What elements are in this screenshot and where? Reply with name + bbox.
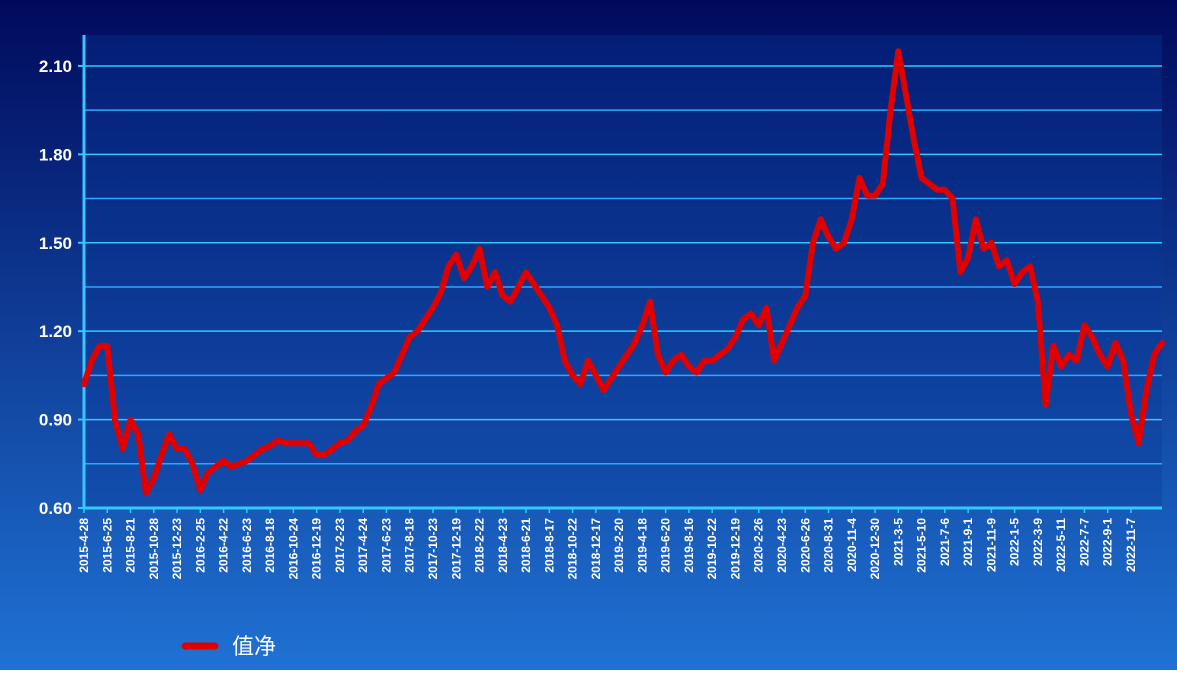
x-tick-label: 2016-8-18: [263, 518, 277, 573]
x-tick-label: 2017-6-23: [379, 518, 393, 573]
x-tick-label: 2018-4-23: [496, 518, 510, 573]
y-tick-label: 1.50: [39, 234, 72, 253]
x-tick-label: 2021-5-10: [915, 518, 929, 573]
x-tick-label: 2016-4-22: [217, 518, 231, 573]
y-tick-label: 0.60: [39, 499, 72, 518]
x-tick-label: 2019-10-22: [705, 518, 719, 580]
x-tick-label: 2022-9-1: [1101, 518, 1115, 566]
x-tick-label: 2019-2-20: [612, 518, 626, 573]
x-tick-label: 2015-12-23: [170, 518, 184, 580]
x-tick-label: 2016-10-24: [286, 518, 300, 580]
series-line: [81, 48, 1165, 497]
y-tick-label: 1.20: [39, 322, 72, 341]
y-tick-label: 0.90: [39, 411, 72, 430]
x-tick-label: 2015-4-28: [77, 518, 91, 573]
y-tick-label: 1.80: [39, 145, 72, 164]
x-tick-label: 2018-12-17: [589, 518, 603, 580]
x-tick-label: 2020-2-26: [752, 518, 766, 573]
x-tick-label: 2017-12-19: [449, 518, 463, 580]
x-tick-label: 2020-11-4: [845, 518, 859, 572]
x-tick-label: 2018-10-22: [566, 518, 580, 580]
x-tick-label: 2018-6-21: [519, 518, 533, 573]
x-tick-label: 2021-9-1: [961, 518, 975, 566]
x-tick-label: 2016-6-23: [240, 518, 254, 573]
x-tick-label: 2021-3-5: [891, 518, 905, 566]
x-tick-label: 2020-4-23: [775, 518, 789, 573]
x-tick-label: 2021-7-6: [938, 518, 952, 566]
x-tick-label: 2020-8-31: [822, 518, 836, 573]
x-tick-label: 2021-11-9: [984, 518, 998, 572]
plot-area: [84, 35, 1162, 508]
x-tick-label: 2018-2-22: [473, 518, 487, 573]
x-tick-label: 2019-12-19: [728, 518, 742, 580]
x-tick-label: 2018-8-17: [542, 518, 556, 573]
x-tick-label: 2022-7-7: [1077, 518, 1091, 566]
x-tick-label: 2020-12-30: [868, 518, 882, 580]
x-tick-label: 2017-10-23: [426, 518, 440, 580]
x-tick-label: 2016-2-25: [193, 518, 207, 573]
x-tick-label: 2022-1-5: [1008, 518, 1022, 566]
x-tick-label: 2019-6-20: [659, 518, 673, 573]
x-tick-label: 2015-6-25: [100, 518, 114, 573]
legend-label: 值净: [232, 634, 276, 659]
x-tick-label: 2015-8-21: [124, 518, 138, 573]
x-tick-label: 2020-6-26: [798, 518, 812, 573]
x-tick-label: 2017-8-18: [403, 518, 417, 573]
x-tick-label: 2015-10-28: [147, 518, 161, 580]
y-tick-label: 2.10: [39, 57, 72, 76]
x-tick-label: 2019-8-16: [682, 518, 696, 573]
x-tick-label: 2017-4-24: [356, 518, 370, 573]
x-tick-label: 2022-11-7: [1124, 518, 1138, 572]
x-tick-label: 2022-3-9: [1031, 518, 1045, 566]
x-tick-label: 2022-5-11: [1054, 518, 1068, 572]
x-tick-label: 2016-12-19: [310, 518, 324, 580]
x-tick-label: 2019-4-18: [635, 518, 649, 573]
x-tick-label: 2017-2-23: [333, 518, 347, 573]
